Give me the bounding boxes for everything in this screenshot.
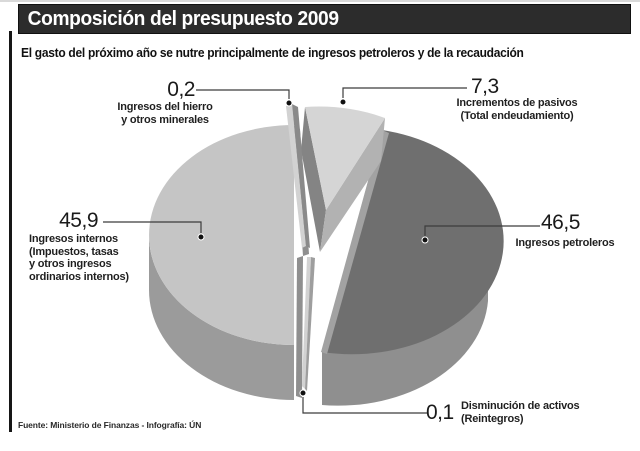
label-internos-line1: Ingresos internos bbox=[29, 233, 118, 245]
top-hairline bbox=[0, 0, 640, 2]
label-petroleros-line1: Ingresos petroleros bbox=[515, 237, 615, 249]
chart-subtitle: El gasto del próximo año se nutre princi… bbox=[21, 46, 524, 60]
slice-hierro-side bbox=[292, 104, 310, 248]
leader-activos bbox=[302, 397, 428, 414]
leader-petroleros bbox=[424, 225, 540, 236]
title-bar: Composición del presupuesto 2009 bbox=[18, 4, 631, 34]
dot-pasivos bbox=[339, 98, 347, 106]
slice-activos-top bbox=[302, 257, 311, 389]
leader-lines bbox=[103, 87, 540, 414]
label-hierro-line2: y otros minerales bbox=[121, 113, 209, 126]
label-hierro: Ingresos del hierro y otros minerales bbox=[80, 101, 250, 126]
dot-petroleros bbox=[421, 236, 429, 244]
left-border-rule bbox=[9, 31, 12, 432]
slice-internos-side bbox=[149, 235, 294, 400]
slice-hierro-top bbox=[286, 104, 306, 248]
leader-hierro bbox=[196, 89, 290, 99]
slice-pasivos-cut-left bbox=[301, 107, 326, 252]
label-pasivos: Incrementos de pasivos (Total endeudamie… bbox=[428, 97, 606, 122]
label-petroleros: Ingresos petroleros bbox=[500, 237, 630, 250]
label-internos-line4: ordinarios internos) bbox=[29, 270, 129, 283]
slice-activos-side bbox=[305, 257, 315, 391]
dot-internos bbox=[197, 233, 205, 241]
label-internos: Ingresos internos (Impuestos, tasas y ot… bbox=[29, 233, 189, 283]
dot-activos bbox=[299, 389, 307, 397]
label-hierro-line1: Ingresos del hierro bbox=[117, 101, 213, 113]
slice-petroleros-side bbox=[322, 248, 488, 406]
label-internos-line3: y otros ingresos bbox=[29, 258, 112, 270]
label-activos-line2: (Reintegros) bbox=[461, 412, 524, 425]
slice-pasivos-top bbox=[305, 106, 385, 210]
leader-internos bbox=[103, 221, 202, 233]
value-hierro: 0,2 bbox=[167, 78, 195, 101]
slice-internos-top bbox=[149, 125, 294, 345]
value-activos: 0,1 bbox=[426, 401, 454, 424]
leader-pasivos bbox=[342, 87, 467, 98]
label-activos: Disminución de activos (Reintegros) bbox=[461, 400, 631, 425]
label-activos-line1: Disminución de activos bbox=[461, 400, 580, 412]
slice-internos-cut-edge-lower bbox=[296, 256, 303, 398]
label-internos-line2: (Impuestos, tasas bbox=[29, 245, 119, 258]
slice-pasivos-cut-right bbox=[320, 118, 385, 252]
source-credit: Fuente: Ministerio de Finanzas - Infogra… bbox=[18, 420, 202, 430]
leader-dots bbox=[197, 98, 429, 397]
label-pasivos-line2: (Total endeudamiento) bbox=[460, 109, 574, 122]
dot-hierro bbox=[285, 99, 293, 107]
page-title: Composición del presupuesto 2009 bbox=[27, 8, 339, 30]
value-internos: 45,9 bbox=[59, 209, 98, 232]
value-pasivos: 7,3 bbox=[471, 75, 499, 98]
value-petroleros: 46,5 bbox=[541, 211, 580, 234]
label-pasivos-line1: Incrementos de pasivos bbox=[456, 97, 578, 109]
slice-petroleros-cut-edge bbox=[321, 130, 389, 354]
